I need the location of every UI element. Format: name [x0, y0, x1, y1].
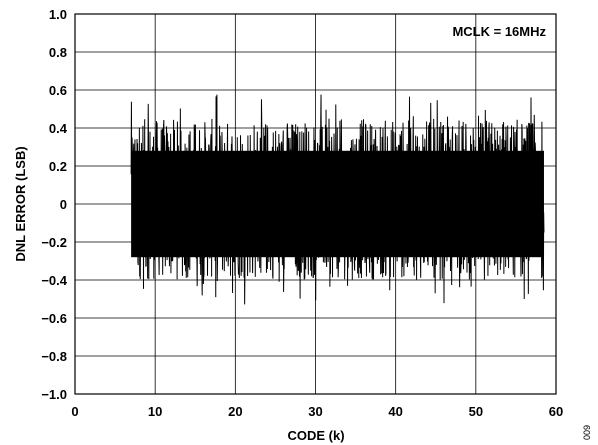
y-tick-label: −0.6 [41, 311, 67, 326]
y-tick-label: −1.0 [41, 387, 67, 402]
x-tick-label: 10 [148, 404, 162, 419]
y-tick-label: −0.2 [41, 235, 67, 250]
x-tick-label: 30 [308, 404, 322, 419]
x-tick-label: 60 [549, 404, 563, 419]
figure-id: 009 [582, 425, 592, 440]
mclk-annotation: MCLK = 16MHz [452, 24, 546, 39]
y-tick-label: 0.2 [49, 159, 67, 174]
y-tick-label: 1.0 [49, 7, 67, 22]
y-tick-label: −0.4 [41, 273, 67, 288]
y-tick-label: 0 [60, 197, 67, 212]
x-axis-title: CODE (k) [287, 428, 344, 443]
x-tick-label: 40 [388, 404, 402, 419]
x-tick-label: 0 [71, 404, 78, 419]
y-tick-label: 0.8 [49, 45, 67, 60]
x-tick-label: 20 [228, 404, 242, 419]
plot-frame [74, 13, 557, 395]
x-tick-labels: 0 10 20 30 40 50 60 [71, 404, 563, 419]
x-tick-label: 50 [469, 404, 483, 419]
y-tick-labels: 1.0 0.8 0.6 0.4 0.2 0 −0.2 −0.4 −0.6 −0.8 −1.0 [41, 7, 67, 402]
y-axis-title: DNL ERROR (LSB) [13, 146, 28, 261]
y-tick-label: 0.6 [49, 83, 67, 98]
dnl-series [130, 94, 545, 305]
dnl-trace [130, 94, 545, 305]
y-tick-label: −0.8 [41, 349, 67, 364]
y-tick-label: 0.4 [49, 121, 68, 136]
